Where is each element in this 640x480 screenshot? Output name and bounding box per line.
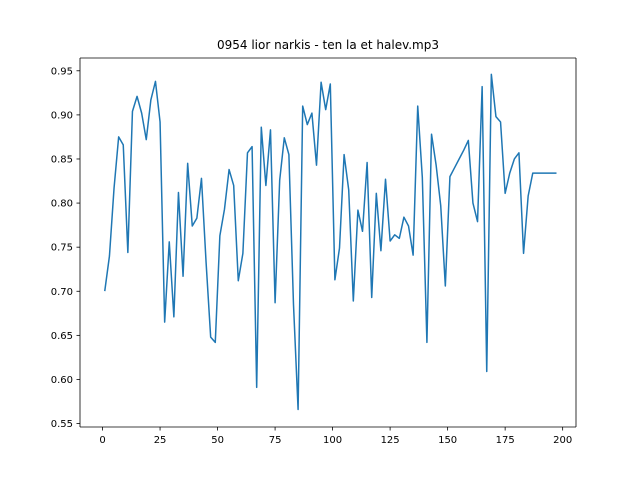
x-tick-label: 50 xyxy=(211,435,224,446)
x-tick-label: 175 xyxy=(496,435,515,446)
y-tick-label: 0.85 xyxy=(51,154,73,165)
axes: 0 25 50 75 100 125 150 175 200 0.55 0.60 0.65 0.70 0.… xyxy=(51,57,577,446)
x-tick-label: 25 xyxy=(154,435,167,446)
y-tick-label: 0.80 xyxy=(51,199,73,210)
y-tick-label: 0.90 xyxy=(51,110,73,121)
y-tick-label: 0.65 xyxy=(51,331,73,342)
y-tick-label: 0.60 xyxy=(51,375,73,386)
x-tick-label: 125 xyxy=(381,435,400,446)
y-tick-label: 0.70 xyxy=(51,287,73,298)
y-tick-label: 0.95 xyxy=(51,66,73,77)
y-tick-label: 0.55 xyxy=(51,419,73,430)
plot-area xyxy=(104,73,557,411)
x-tick-label: 75 xyxy=(269,435,282,446)
x-tick-label: 0 xyxy=(99,435,105,446)
x-tick-label: 150 xyxy=(438,435,457,446)
chart-title: 0954 lior narkis - ten la et halev.mp3 xyxy=(217,38,439,52)
series-line-0 xyxy=(104,73,557,411)
x-tick-label: 100 xyxy=(323,435,342,446)
y-tick-label: 0.75 xyxy=(51,243,73,254)
x-tick-label: 200 xyxy=(553,435,572,446)
